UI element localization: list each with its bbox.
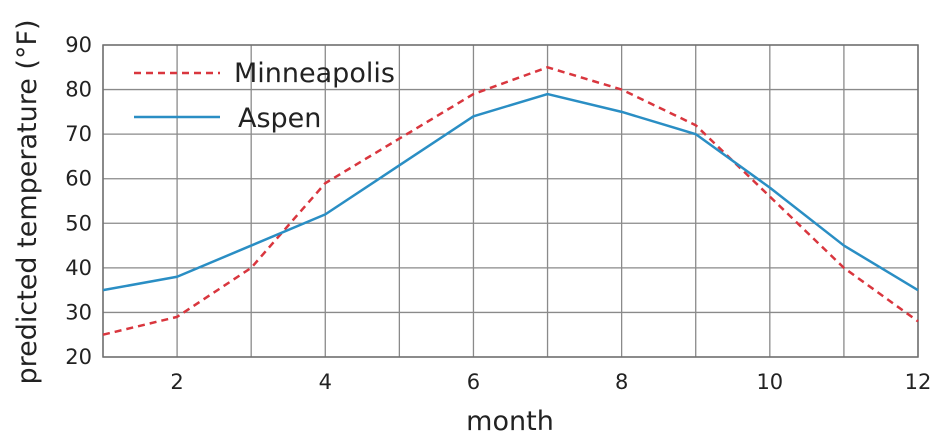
legend-label-aspen: Aspen xyxy=(238,103,321,134)
legend-label-minneapolis: Minneapolis xyxy=(234,58,395,89)
series-line-aspen xyxy=(102,92,919,292)
legend: Minneapolis Aspen xyxy=(134,58,395,134)
x-tick-label: 4 xyxy=(319,370,332,394)
y-tick-label: 70 xyxy=(65,122,92,146)
x-tick-labels: 2 4 6 8 10 12 xyxy=(170,370,931,394)
x-tick-label: 12 xyxy=(905,370,932,394)
y-axis-title: predicted temperature (°F) xyxy=(12,19,43,384)
y-tick-label: 90 xyxy=(65,33,92,57)
x-tick-label: 10 xyxy=(756,370,783,394)
x-tick-label: 6 xyxy=(467,370,480,394)
y-tick-label: 20 xyxy=(65,345,92,369)
x-tick-label: 8 xyxy=(615,370,628,394)
grid xyxy=(102,44,919,358)
y-tick-labels: 20 30 40 50 60 70 80 90 xyxy=(65,33,92,369)
x-axis-title: month xyxy=(466,406,554,433)
series-layer xyxy=(102,66,919,336)
y-tick-label: 80 xyxy=(65,78,92,102)
x-tick-label: 2 xyxy=(170,370,183,394)
plot-area-border xyxy=(102,44,919,358)
y-tick-label: 50 xyxy=(65,211,92,235)
plot-frame xyxy=(102,44,919,358)
y-tick-label: 30 xyxy=(65,300,92,324)
series-line-minneapolis xyxy=(102,66,919,336)
y-tick-label: 40 xyxy=(65,256,92,280)
y-tick-label: 60 xyxy=(65,167,92,191)
